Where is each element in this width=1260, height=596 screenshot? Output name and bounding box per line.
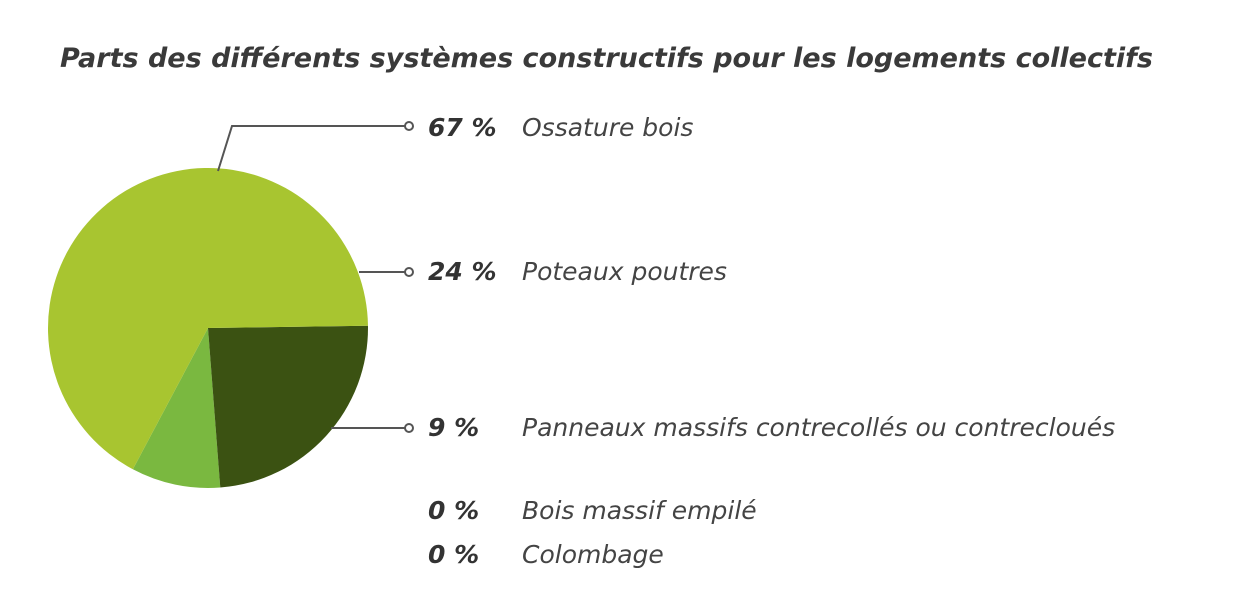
slice-value-label: 0 % (428, 496, 479, 525)
pie-slice (132, 328, 221, 489)
slice-value-label: 9 % (428, 413, 479, 442)
slice-category-label: Colombage (522, 540, 664, 569)
slice-category-label: Ossature bois (522, 113, 693, 142)
leader-lines (217, 121, 414, 433)
pie-slices (47, 167, 368, 489)
leader-dot (404, 423, 414, 433)
chart-title: Parts des différents systèmes constructi… (60, 43, 1153, 74)
slice-category-label: Bois massif empilé (522, 496, 757, 525)
slice-value-label: 67 % (428, 113, 497, 142)
leader-dot (404, 267, 414, 277)
pie-slice (47, 167, 368, 470)
slice-value-label: 24 % (428, 257, 497, 286)
slice-category-label: Poteaux poutres (522, 257, 727, 286)
slice-value-label: 0 % (428, 540, 479, 569)
leader-dot (404, 121, 414, 131)
pie-slice (208, 325, 368, 488)
slice-category-label: Panneaux massifs contrecollés ou contrec… (522, 413, 1115, 442)
leader-line (217, 125, 405, 172)
